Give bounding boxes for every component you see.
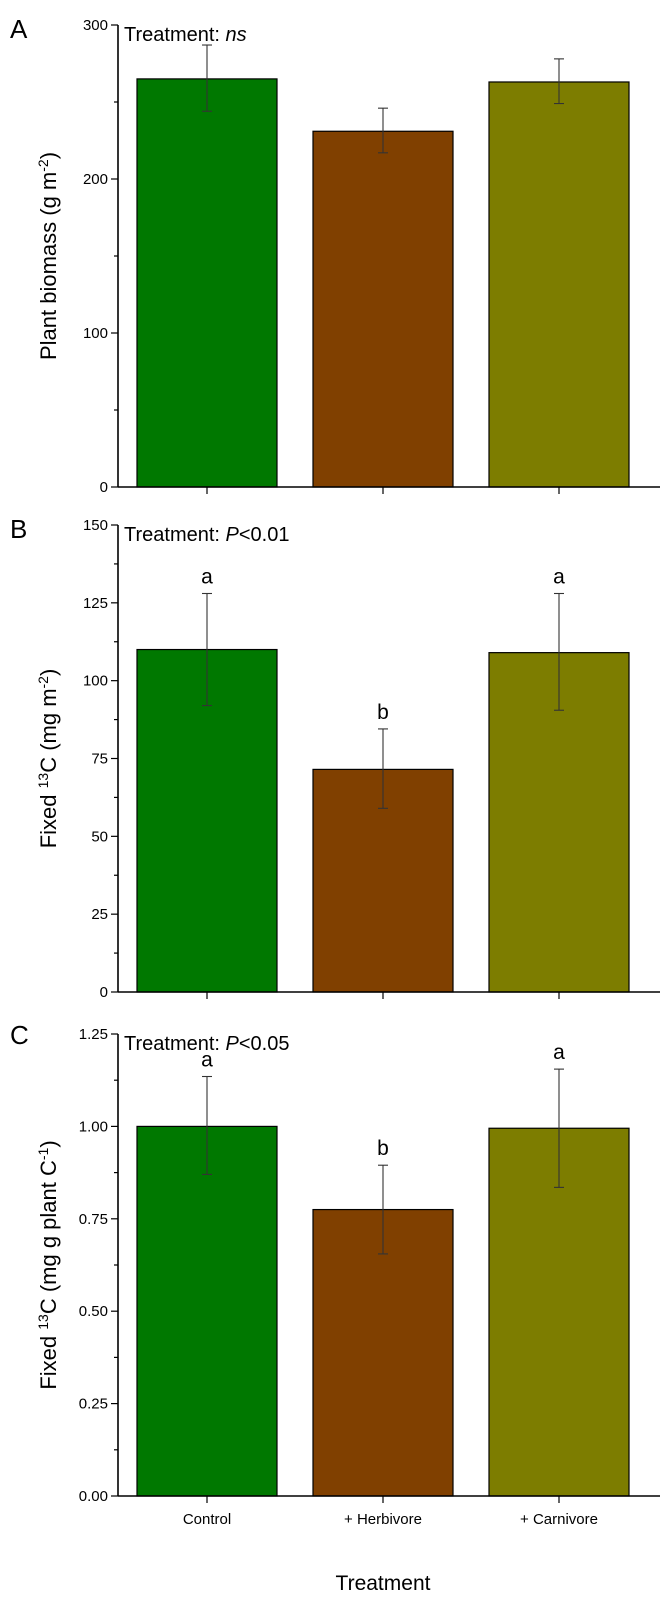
y-tick-label: 0 — [100, 479, 108, 496]
error-bar-carnivore — [554, 1068, 564, 1188]
y-tick-label: 25 — [91, 906, 108, 923]
panel-letter: B — [10, 514, 27, 544]
x-tick-label: Control — [183, 1511, 231, 1528]
y-tick-label: 75 — [91, 751, 108, 768]
significance-letter: a — [553, 1041, 565, 1064]
treatment-annotation: Treatment: P<0.05 — [124, 1033, 289, 1055]
bar-control — [136, 1125, 278, 1497]
bar-herbivore — [312, 130, 454, 488]
error-bar-carnivore — [554, 58, 564, 105]
x-axis-label: Treatment — [336, 1572, 431, 1595]
x-tick-label: + Herbivore — [344, 1511, 422, 1528]
y-axis-label: Plant biomass (g m-2) — [35, 152, 61, 360]
significance-letter: a — [553, 565, 565, 588]
y-tick-label: 1.00 — [79, 1118, 108, 1135]
error-bar-control — [202, 1075, 212, 1175]
panel-letter: C — [10, 1020, 29, 1050]
bar-control — [136, 648, 278, 993]
significance-letter: a — [201, 565, 213, 588]
significance-letter: a — [201, 1049, 213, 1072]
panel-letter: A — [10, 14, 28, 44]
error-bar-herbivore — [378, 728, 388, 809]
y-tick-label: 100 — [83, 325, 108, 342]
significance-letter: b — [377, 1137, 389, 1160]
panel-b: Ba b a 0 25 50 75 100 125 150 Treatment: P<0.01 Fix… — [10, 514, 660, 1001]
error-bar-control — [202, 44, 212, 112]
y-tick-label: 200 — [83, 171, 108, 188]
y-tick-label: 0.50 — [79, 1303, 108, 1320]
y-tick-label: 125 — [83, 595, 108, 612]
bar-carnivore — [488, 81, 630, 488]
bar-carnivore — [488, 1127, 630, 1497]
treatment-annotation: Treatment: ns — [124, 24, 247, 46]
panel-a: A 0 100 200 300 Treatment: ns Plant biomass (g… — [10, 14, 660, 496]
y-tick-label: 150 — [83, 517, 108, 534]
y-tick-label: 0.75 — [79, 1211, 108, 1228]
y-tick-label: 50 — [91, 828, 108, 845]
y-tick-label: 300 — [83, 17, 108, 34]
error-bar-control — [202, 592, 212, 707]
significance-letter: b — [377, 701, 389, 724]
treatment-annotation: Treatment: P<0.01 — [124, 524, 289, 546]
error-bar-herbivore — [378, 1164, 388, 1255]
bar-control — [136, 78, 278, 488]
y-tick-label: 1.25 — [79, 1026, 108, 1043]
x-tick-label: + Carnivore — [520, 1511, 598, 1528]
error-bar-carnivore — [554, 592, 564, 711]
y-tick-label: 100 — [83, 673, 108, 690]
y-axis-label: Fixed 13C (mg m-2) — [35, 669, 61, 849]
y-tick-label: 0.00 — [79, 1488, 108, 1505]
y-tick-label: 0.25 — [79, 1396, 108, 1413]
bar-herbivore — [312, 1208, 454, 1497]
error-bar-herbivore — [378, 107, 388, 154]
panel-c: Ca b a 0.00 0.25 0.50 0.75 1.00 1.25 Control + Her… — [10, 1020, 660, 1595]
y-tick-label: 0 — [100, 984, 108, 1001]
y-axis-label: Fixed 13C (mg g plant C-1) — [35, 1140, 61, 1389]
